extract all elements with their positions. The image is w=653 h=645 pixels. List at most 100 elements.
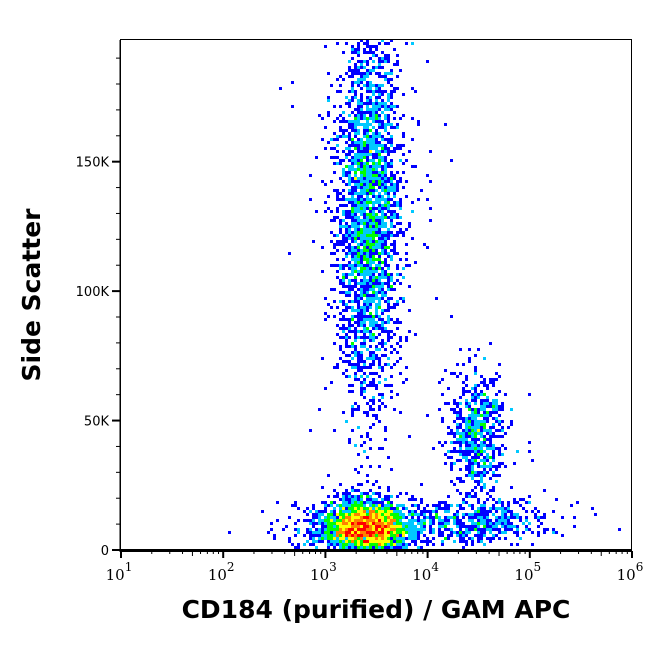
density-cell	[318, 528, 321, 531]
density-cell	[474, 399, 477, 402]
density-cell	[387, 384, 390, 387]
density-cell	[399, 372, 402, 375]
density-cell	[411, 519, 414, 522]
density-cell	[480, 465, 483, 468]
density-cell	[369, 351, 372, 354]
density-cell	[363, 171, 366, 174]
density-cell	[507, 507, 510, 510]
density-cell	[390, 495, 393, 498]
density-cell	[516, 501, 519, 504]
density-cell	[387, 339, 390, 342]
density-cell	[492, 411, 495, 414]
density-cell	[420, 531, 423, 534]
density-cell	[312, 240, 315, 243]
density-cell	[339, 90, 342, 93]
density-cell	[507, 426, 510, 429]
density-cell	[363, 240, 366, 243]
density-cell	[348, 540, 351, 543]
density-cell	[396, 54, 399, 57]
density-cell	[465, 417, 468, 420]
density-cell	[375, 510, 378, 513]
density-cell	[348, 192, 351, 195]
density-cell	[339, 84, 342, 87]
density-cell	[354, 501, 357, 504]
density-cell	[396, 123, 399, 126]
density-cell	[369, 504, 372, 507]
density-cell	[378, 102, 381, 105]
density-cell	[372, 396, 375, 399]
density-cell	[453, 372, 456, 375]
density-cell	[360, 234, 363, 237]
density-cell	[360, 204, 363, 207]
density-cell	[378, 537, 381, 540]
density-cell	[474, 522, 477, 525]
density-cell	[369, 99, 372, 102]
density-cell	[366, 291, 369, 294]
density-cell	[384, 276, 387, 279]
density-cell	[387, 237, 390, 240]
density-cell	[453, 399, 456, 402]
density-cell	[351, 204, 354, 207]
density-cell	[489, 441, 492, 444]
density-cell	[405, 336, 408, 339]
density-cell	[477, 456, 480, 459]
density-cell	[381, 99, 384, 102]
density-cell	[348, 234, 351, 237]
density-cell	[327, 96, 330, 99]
density-cell	[384, 504, 387, 507]
density-cell	[429, 531, 432, 534]
density-cell	[354, 234, 357, 237]
density-cell	[483, 504, 486, 507]
density-cell	[381, 282, 384, 285]
density-cell	[390, 276, 393, 279]
density-cell	[489, 402, 492, 405]
density-cell	[537, 525, 540, 528]
density-cell	[366, 102, 369, 105]
density-cell	[360, 99, 363, 102]
density-cell	[390, 288, 393, 291]
density-cell	[375, 138, 378, 141]
density-cell	[474, 369, 477, 372]
density-cell	[375, 144, 378, 147]
density-cell	[468, 468, 471, 471]
density-cell	[366, 237, 369, 240]
density-cell	[378, 198, 381, 201]
density-cell	[351, 126, 354, 129]
density-cell	[477, 438, 480, 441]
density-cell	[378, 519, 381, 522]
density-cell	[372, 183, 375, 186]
density-cell	[354, 276, 357, 279]
density-cell	[345, 210, 348, 213]
density-cell	[306, 513, 309, 516]
density-cell	[381, 222, 384, 225]
density-cell	[342, 492, 345, 495]
density-cell	[384, 126, 387, 129]
density-cell	[381, 309, 384, 312]
density-cell	[363, 330, 366, 333]
density-cell	[336, 258, 339, 261]
density-cell	[315, 546, 318, 549]
density-cell	[363, 528, 366, 531]
density-cell	[456, 519, 459, 522]
density-cell	[591, 507, 594, 510]
density-cell	[369, 282, 372, 285]
density-cell	[426, 510, 429, 513]
density-cell	[471, 477, 474, 480]
density-cell	[357, 270, 360, 273]
density-cell	[396, 63, 399, 66]
density-cell	[429, 207, 432, 210]
density-cell	[351, 168, 354, 171]
density-cell	[330, 381, 333, 384]
density-cell	[486, 510, 489, 513]
density-cell	[393, 306, 396, 309]
density-cell	[357, 54, 360, 57]
density-cell	[468, 537, 471, 540]
density-cell	[351, 516, 354, 519]
density-cell	[339, 345, 342, 348]
density-cell	[360, 228, 363, 231]
density-cell	[372, 534, 375, 537]
density-cell	[396, 267, 399, 270]
density-cell	[462, 546, 465, 549]
density-cell	[384, 216, 387, 219]
density-cell	[378, 315, 381, 318]
